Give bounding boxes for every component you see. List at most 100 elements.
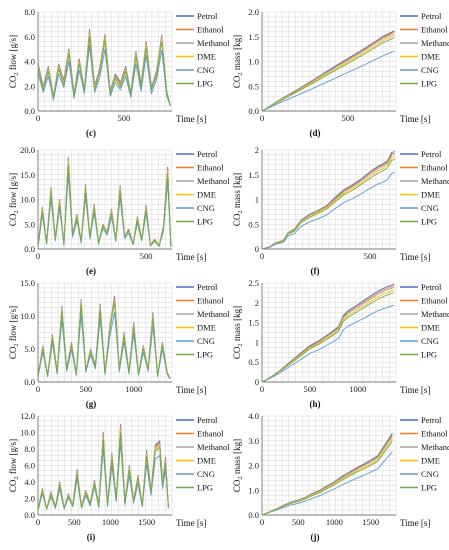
x-tick-label: 500 [303,384,316,394]
series-line-lpg [37,301,171,379]
y-tick-label: 0.0 [24,377,35,387]
y-tick-label: 2 [255,145,259,155]
y-tick-label: 0.5 [248,219,259,229]
x-tick-label: 0 [260,113,264,123]
x-tick-label: 0 [36,517,40,527]
legend-label: Ethanol [197,25,224,35]
x-axis-label: Time [s] [400,252,430,262]
panel-label: (d) [310,128,321,138]
y-axis-label: CO2 mass [kg] [232,306,244,359]
legend-label: DME [197,323,216,333]
x-axis-label: Time [s] [176,385,206,395]
x-axis-label: Time [s] [176,252,206,262]
y-tick-label: 20.0 [20,145,35,155]
y-tick-label: 1.0 [248,485,259,495]
x-axis-label: Time [s] [400,114,430,124]
legend-label: CNG [197,203,215,213]
x-tick-label: 0 [36,384,40,394]
legend-label: CNG [197,469,215,479]
x-tick-label: 500 [140,251,153,261]
y-tick-label: 2.0 [24,81,35,91]
legend-label: LPG [197,350,213,360]
y-axis-label: CO2 mass [kg] [232,173,244,226]
series-line-dme [261,438,393,516]
series-line-lpg [261,440,393,516]
series-line-lpg [37,432,169,511]
panel-label: (f) [311,266,320,276]
y-tick-label: 10.0 [20,311,35,321]
y-tick-label: 12.0 [20,411,35,421]
legend-label: CNG [421,203,439,213]
y-tick-label: 4.0 [24,57,35,67]
panel-label: (i) [87,532,96,542]
legend-label: Ethanol [197,163,224,173]
x-tick-label: 500 [79,384,92,394]
legend-label: Petrol [197,11,218,21]
legend-label: Methanol [197,442,230,452]
y-tick-label: 10.0 [20,428,35,438]
legend-label: Methanol [197,176,230,186]
legend-label: LPG [421,350,437,360]
x-axis-label: Time [s] [400,518,430,528]
legend-label: Petrol [421,415,442,425]
panel-label: (g) [86,399,97,409]
legend-label: CNG [421,65,439,75]
y-tick-label: 0.5 [248,357,259,367]
x-tick-label: 500 [118,113,131,123]
legend-label: LPG [421,217,437,227]
y-tick-label: 0 [255,244,259,254]
chart-panel: 0.0 1.0 2.0 3.0 4.0 0 500 1000 1500 Petrol Ethanol… [232,411,449,542]
legend-label: Methanol [421,38,449,48]
legend-label: Ethanol [421,429,448,439]
y-axis-label: CO2 flow [g/s] [8,306,20,359]
y-tick-label: 2.0 [248,461,259,471]
legend-label: CNG [421,469,439,479]
y-tick-label: 0.0 [24,510,35,520]
y-tick-label: 2.0 [248,7,259,17]
legend-label: Petrol [197,282,218,292]
x-tick-label: 500 [364,251,377,261]
legend-label: CNG [197,65,215,75]
panel-label: (h) [310,399,321,409]
y-tick-label: 4.0 [24,477,35,487]
y-tick-label: 5.0 [24,344,35,354]
y-axis-label: CO2 flow [g/s] [8,173,20,226]
legend-label: DME [421,52,440,62]
y-tick-label: 15.0 [20,170,35,180]
y-tick-label: 5.0 [24,219,35,229]
legend-label: Ethanol [421,296,448,306]
x-tick-label: 500 [342,113,355,123]
legend-label: LPG [197,217,213,227]
chart-panel: 0.0 5.0 10.0 15.0 20.0 0 500 Petrol Ethanol Metha… [8,145,230,276]
y-tick-label: 1 [255,195,259,205]
x-tick-label: 0 [260,517,264,527]
legend-label: CNG [421,336,439,346]
x-tick-label: 500 [68,517,81,527]
series-line-ethanol [261,434,393,516]
y-tick-label: 4.0 [248,411,259,421]
x-tick-label: 1500 [138,517,155,527]
y-tick-label: 2 [255,298,259,308]
legend-label: Ethanol [197,296,224,306]
y-tick-label: 2.0 [24,494,35,504]
legend-label: Petrol [421,11,442,21]
legend-label: Methanol [197,38,230,48]
y-tick-label: 0 [255,377,259,387]
y-tick-label: 10.0 [20,195,35,205]
chart-panel: 0.0 0.5 1.0 1.5 2.0 0 500 Petrol Ethanol Methanol… [232,7,449,138]
series-line-lpg [261,158,396,250]
series-line-lpg [37,36,171,107]
legend-label: Petrol [421,282,442,292]
legend-label: Petrol [421,149,442,159]
x-tick-label: 1000 [102,517,119,527]
y-tick-label: 8.0 [24,444,35,454]
y-axis-label: CO2 mass [kg] [232,439,244,492]
y-tick-label: 0.0 [24,244,35,254]
y-tick-label: 1.5 [248,318,259,328]
legend-label: Ethanol [421,25,448,35]
legend-label: DME [197,52,216,62]
legend-label: LPG [197,79,213,89]
legend-label: Petrol [197,415,218,425]
x-axis-label: Time [s] [400,385,430,395]
x-tick-label: 0 [36,251,40,261]
